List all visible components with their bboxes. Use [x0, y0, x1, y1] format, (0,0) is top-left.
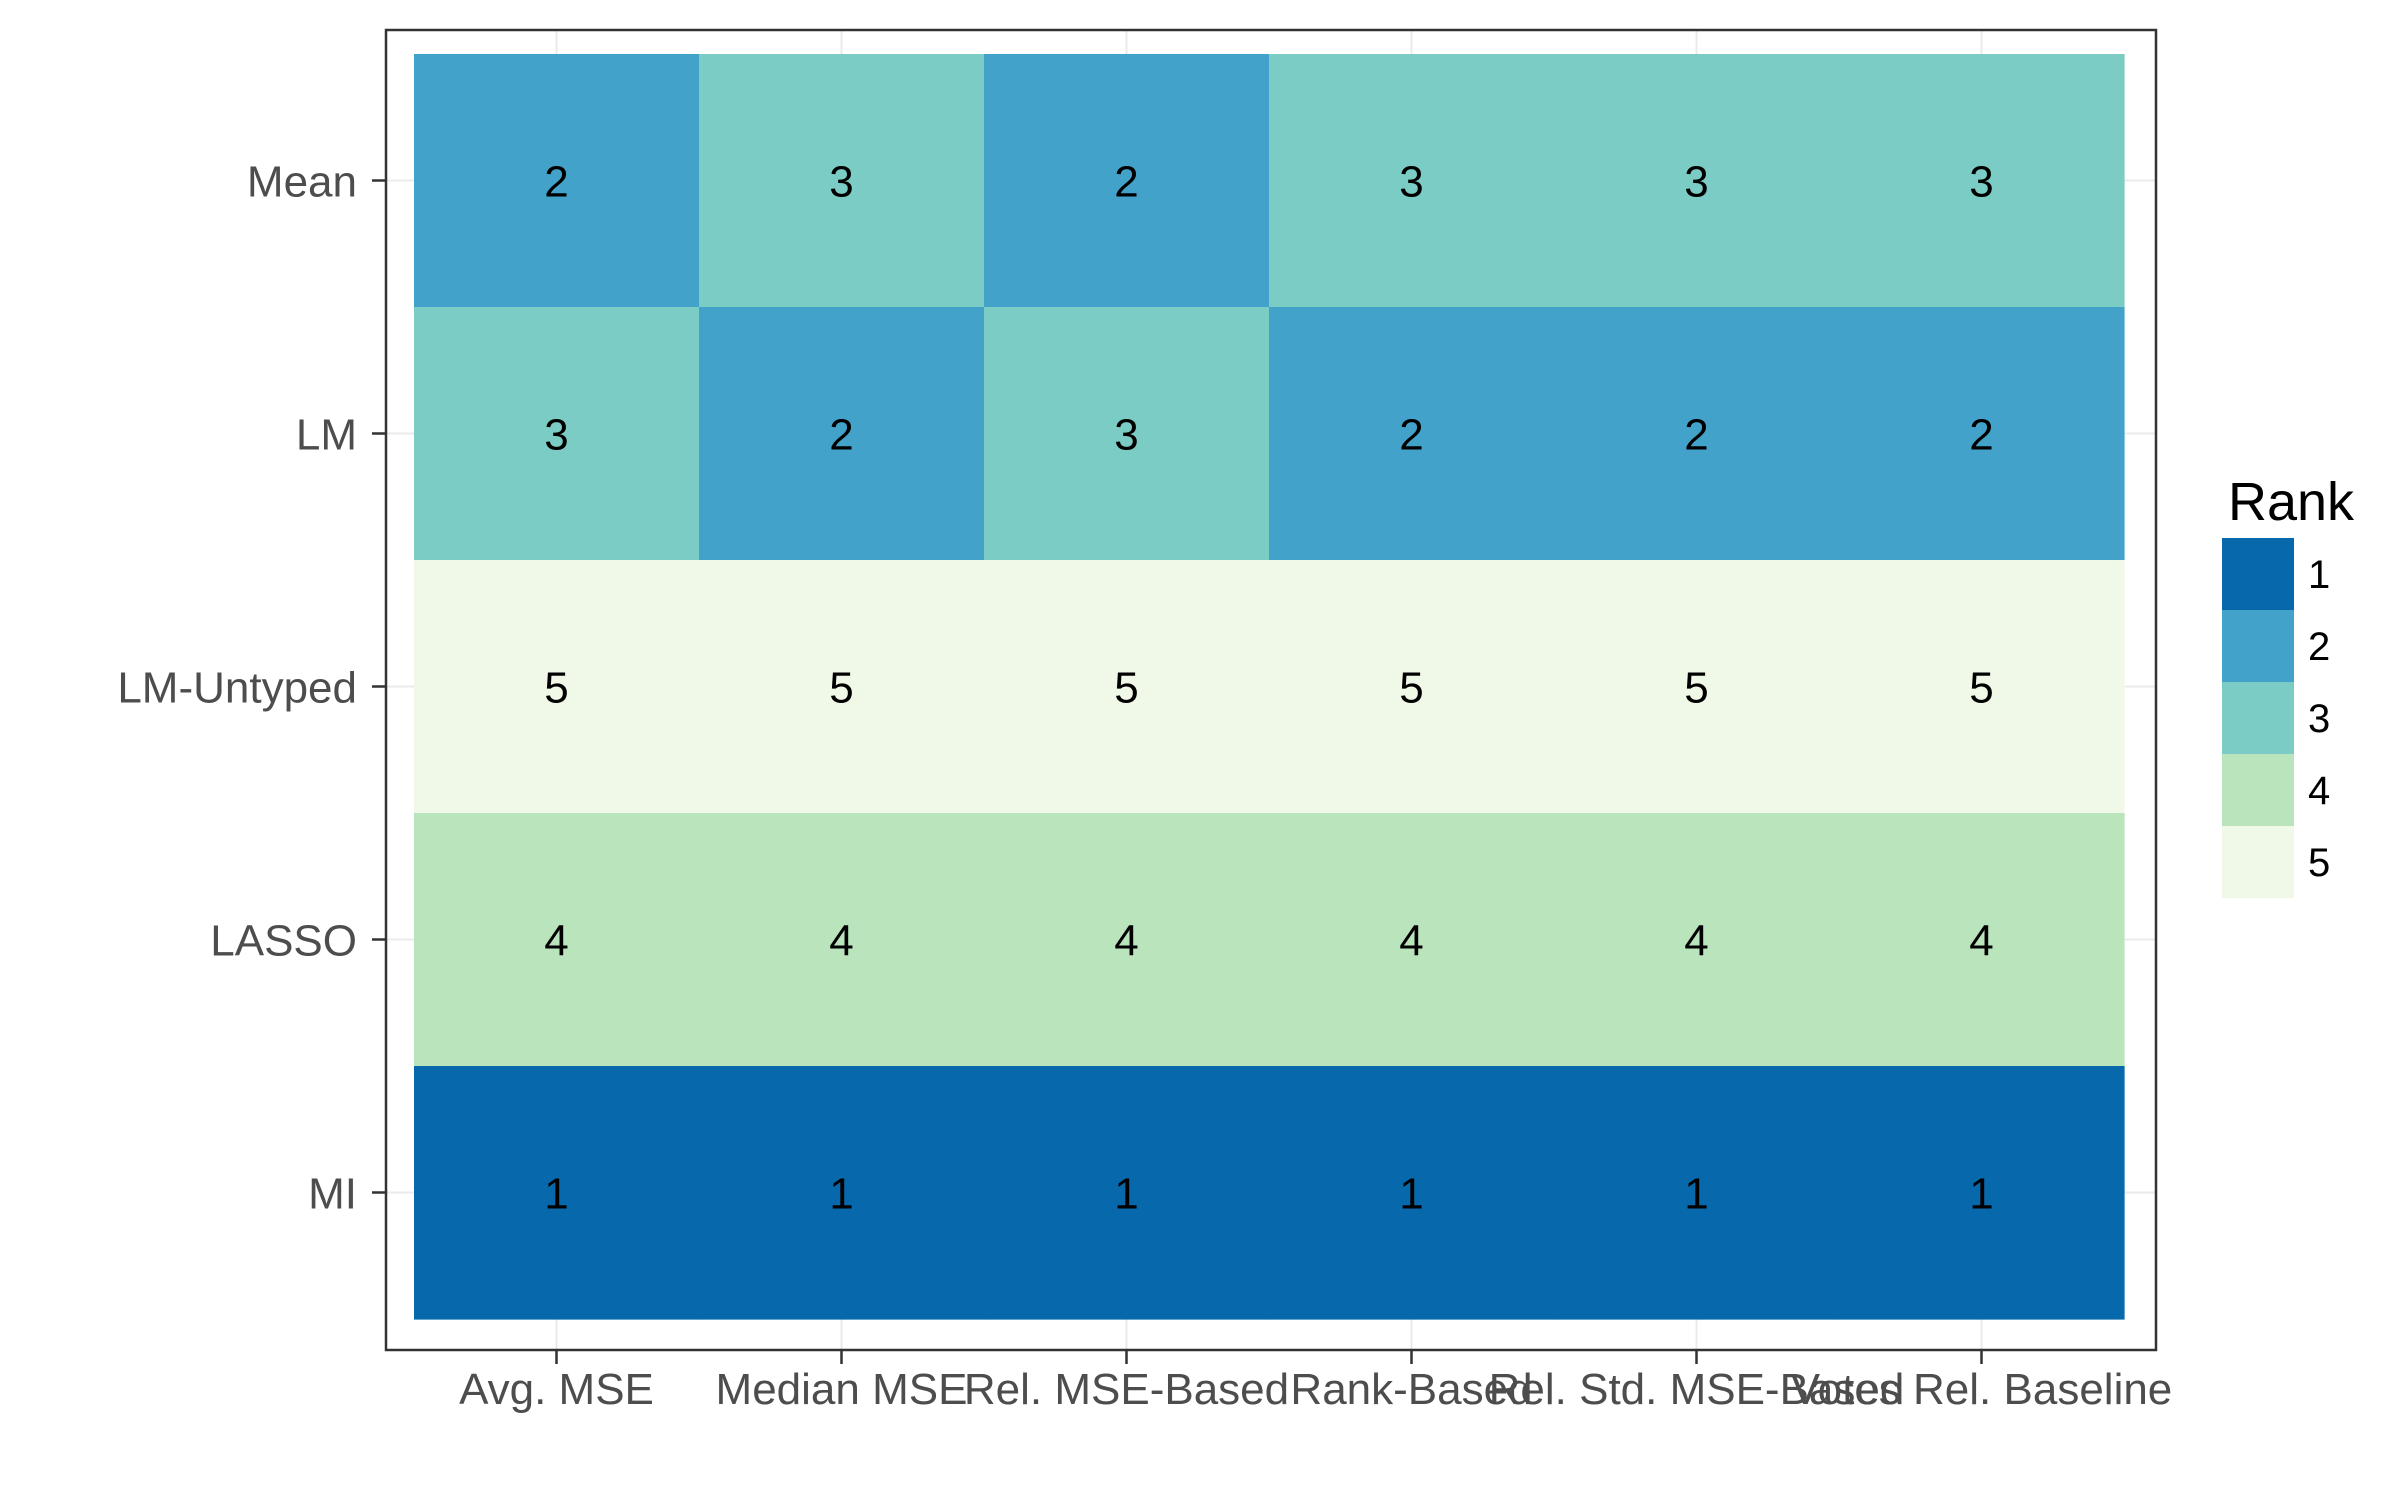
heatmap-cell — [1269, 560, 1555, 814]
cell-value-label: 3 — [1684, 158, 1708, 207]
cell-value-label: 1 — [544, 1170, 568, 1219]
cell-value-label: 1 — [1969, 1170, 1993, 1219]
legend-keys: 1 2 3 4 5 — [2222, 538, 2330, 898]
x-tick-label: Rel. MSE-Based — [964, 1365, 1289, 1414]
heatmap-cell — [699, 307, 985, 561]
y-tick-label: LASSO — [210, 917, 357, 966]
cell-value-label: 1 — [1684, 1170, 1708, 1219]
heatmap-cell — [1269, 813, 1555, 1067]
cell-value-label: 3 — [544, 411, 568, 460]
cell-value-label: 1 — [1114, 1170, 1138, 1219]
heatmap-cell — [984, 1066, 1270, 1320]
cell-value-label: 5 — [544, 664, 568, 713]
cell-value-label: 3 — [829, 158, 853, 207]
heatmap-cell — [699, 54, 985, 308]
legend: Rank 1 2 3 4 5 — [2222, 472, 2355, 898]
y-tick-label: LM-Untyped — [117, 664, 357, 713]
panel-border — [384, 28, 2158, 1352]
heatmap-cell — [1554, 54, 1840, 308]
cell-value-label: 2 — [544, 158, 568, 207]
legend-title: Rank — [2228, 472, 2355, 532]
heatmap-cell — [414, 813, 700, 1067]
heatmap-cell — [414, 560, 700, 814]
heatmap-cell — [1269, 54, 1555, 308]
heatmap-cell — [1839, 307, 2125, 561]
x-tick-label: Rel. Std. MSE-Based — [1489, 1365, 1905, 1414]
x-tick-label: Median MSE — [716, 1365, 968, 1414]
heatmap-cell — [699, 560, 985, 814]
cell-value-label: 4 — [1399, 917, 1423, 966]
heatmap-cell — [984, 560, 1270, 814]
cell-value-label: 4 — [544, 917, 568, 966]
heatmap-cell — [1554, 560, 1840, 814]
heatmap-cell — [414, 307, 700, 561]
cell-value-label: 2 — [1399, 411, 1423, 460]
x-tick-label: Votes Rel. Baseline — [1791, 1365, 2173, 1414]
cell-value-label: 4 — [1684, 917, 1708, 966]
heatmap-cell — [1554, 813, 1840, 1067]
legend-label: 2 — [2308, 625, 2330, 669]
heatmap-cell — [1269, 307, 1555, 561]
cell-value-label: 2 — [1969, 411, 1993, 460]
legend-key — [2222, 754, 2294, 826]
legend-label: 5 — [2308, 841, 2330, 885]
cell-value-label: 5 — [1114, 664, 1138, 713]
cell-value-label: 5 — [1399, 664, 1423, 713]
heatmap-cell — [699, 1066, 985, 1320]
y-tick-label: LM — [296, 411, 357, 460]
cell-value-label: 2 — [829, 411, 853, 460]
y-axis: Mean LM LM-Untyped LASSO MI — [117, 158, 386, 1219]
heatmap-cell — [699, 813, 985, 1067]
heatmap-cell — [984, 813, 1270, 1067]
cell-value-label: 1 — [1399, 1170, 1423, 1219]
cell-value-label: 2 — [1114, 158, 1138, 207]
heatmap-cell — [1554, 307, 1840, 561]
cell-value-label: 5 — [829, 664, 853, 713]
heatmap-cell — [1839, 560, 2125, 814]
cell-value-label: 4 — [829, 917, 853, 966]
cell-value-label: 3 — [1969, 158, 1993, 207]
heatmap-cell — [414, 1066, 700, 1320]
legend-key — [2222, 682, 2294, 754]
legend-label: 1 — [2308, 553, 2330, 597]
legend-key — [2222, 610, 2294, 682]
x-tick-label: Avg. MSE — [459, 1365, 654, 1414]
heatmap-cell — [1839, 813, 2125, 1067]
heatmap-cells — [414, 54, 2125, 1320]
cell-value-label: 4 — [1114, 917, 1138, 966]
heatmap-cell — [1839, 54, 2125, 308]
legend-label: 3 — [2308, 697, 2330, 741]
legend-label: 4 — [2308, 769, 2330, 813]
y-tick-label: Mean — [247, 158, 357, 207]
cell-value-label: 2 — [1684, 411, 1708, 460]
cell-value-label: 4 — [1969, 917, 1993, 966]
heatmap-cell — [414, 54, 700, 308]
heatmap-cell — [1839, 1066, 2125, 1320]
cell-value-label: 3 — [1114, 411, 1138, 460]
y-tick-label: MI — [308, 1170, 357, 1219]
cell-value-label: 1 — [829, 1170, 853, 1219]
cell-labels: 2 3 2 3 3 3 3 2 3 2 2 2 5 5 5 5 5 5 4 4 4 4 4 4 1 1 1 1 1 1 — [544, 158, 1993, 1219]
heatmap-cell — [1269, 1066, 1555, 1320]
x-tick-label: Rank-Based — [1290, 1365, 1532, 1414]
cell-value-label: 5 — [1684, 664, 1708, 713]
cell-value-label: 5 — [1969, 664, 1993, 713]
legend-key — [2222, 538, 2294, 610]
heatmap-cell — [984, 54, 1270, 308]
legend-key — [2222, 826, 2294, 898]
heatmap-cell — [1554, 1066, 1840, 1320]
heatmap-cell — [984, 307, 1270, 561]
cell-value-label: 3 — [1399, 158, 1423, 207]
